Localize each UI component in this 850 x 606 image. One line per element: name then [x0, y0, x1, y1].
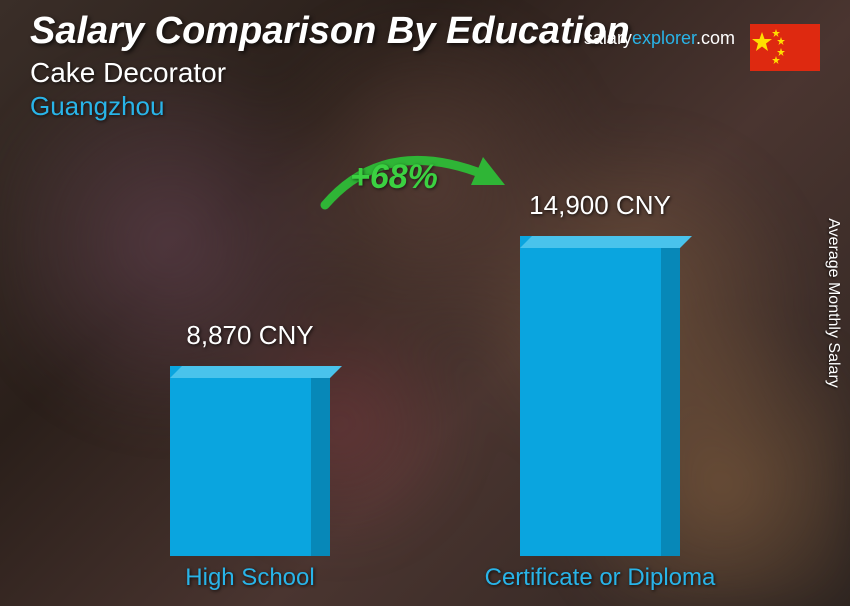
- percent-change: +68%: [350, 158, 438, 197]
- bar-0: 8,870 CNY: [170, 366, 330, 556]
- bar-body: [520, 236, 680, 556]
- branding-mid: explorer: [632, 28, 696, 48]
- branding-suffix: .com: [696, 28, 735, 48]
- bar-value: 14,900 CNY: [520, 190, 680, 221]
- y-axis-label: Average Monthly Salary: [824, 218, 842, 388]
- bar-label: Certificate or Diploma: [470, 564, 730, 592]
- bar-value: 8,870 CNY: [170, 320, 330, 351]
- bar-body: [170, 366, 330, 556]
- job-subtitle: Cake Decorator: [30, 57, 630, 89]
- location-label: Guangzhou: [30, 91, 630, 122]
- branding-prefix: salary: [584, 28, 632, 48]
- bar-top: [520, 236, 692, 248]
- bar-1: 14,900 CNY: [520, 236, 680, 556]
- page-title: Salary Comparison By Education: [30, 10, 630, 53]
- bar-label: High School: [120, 564, 380, 592]
- header: Salary Comparison By Education Cake Deco…: [30, 10, 630, 122]
- flag-icon: [750, 24, 820, 71]
- bar-top: [170, 366, 342, 378]
- branding-text: salaryexplorer.com: [584, 28, 735, 49]
